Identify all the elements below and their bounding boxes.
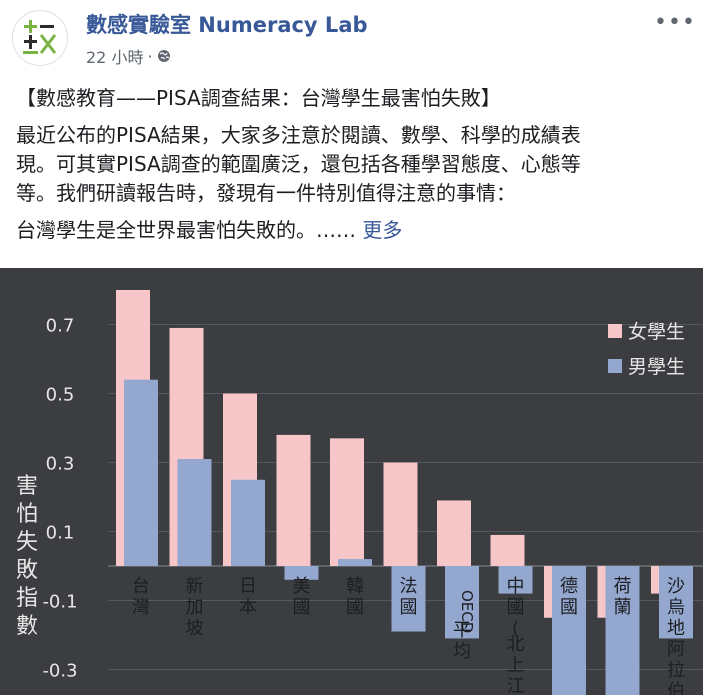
category-label: 德: [560, 576, 578, 597]
post-meta: 22 小時 ·: [86, 44, 171, 68]
y-axis-label-char: 害: [16, 474, 38, 499]
category-label: 新: [186, 576, 204, 597]
legend-swatch-female: [608, 324, 622, 338]
category-label: 均: [453, 641, 471, 662]
post-last-line: 台灣學生是全世界最害怕失敗的。…… 更多: [16, 216, 692, 245]
bar-female: [437, 500, 471, 566]
category-label: 本: [239, 597, 257, 618]
category-label: 北: [507, 634, 525, 655]
legend-swatch-male: [608, 359, 622, 373]
category-label: 蘭: [614, 597, 632, 618]
chart-image[interactable]: 0.7 0.5 0.3 0.1 -0.1 -0.3 害怕失敗指數台灣新加坡日本美國韓國法國 O…: [0, 268, 703, 699]
globe-icon: [157, 50, 170, 62]
category-label: 國: [293, 597, 311, 618]
y-tick-label: 0.7: [46, 316, 75, 337]
post-time[interactable]: 22 小時: [86, 48, 144, 67]
category-label: 伯: [667, 681, 685, 695]
see-more-link[interactable]: 更多: [362, 218, 403, 242]
page-name-link[interactable]: 數感實驗室 Numeracy Lab: [86, 13, 368, 37]
y-axis-label-char: 失: [16, 530, 38, 555]
category-label: 地: [667, 618, 685, 639]
category-label: 平: [453, 620, 471, 641]
y-tick-label: -0.1: [42, 592, 77, 613]
legend-label-male: 男學生: [628, 356, 685, 378]
bar-female: [383, 462, 418, 566]
y-axis-label-char: 怕: [16, 502, 38, 527]
y-axis-label-char: 數: [16, 614, 38, 639]
category-label: 荷: [614, 576, 632, 597]
category-label: 加: [186, 597, 204, 618]
category-label: 國: [507, 597, 525, 618]
bar-male: [498, 566, 533, 594]
category-label: 韓: [346, 576, 364, 597]
bar-male: [445, 566, 479, 639]
bar-male: [177, 459, 212, 566]
y-axis-label-char: 敗: [16, 558, 38, 583]
post-body-line: 現。可其實PISA調查的範圍廣泛，還包括各種學習態度、心態等: [16, 152, 581, 176]
bar-male: [284, 566, 319, 580]
category-label: 中: [507, 576, 525, 597]
bar-male: [391, 566, 426, 632]
category-label: (: [512, 618, 519, 639]
category-label: 阿: [667, 639, 685, 660]
bar-male: [231, 479, 265, 566]
category-label: 拉: [667, 660, 685, 681]
post-title: 【數感教育——PISA調查結果：台灣學生最害怕失敗】: [16, 86, 501, 110]
category-label: 國: [560, 597, 578, 618]
legend-label-female: 女學生: [628, 321, 685, 343]
y-tick-label: 0.5: [46, 385, 75, 406]
y-tick-label: -0.3: [42, 661, 77, 682]
category-label: 江: [507, 676, 525, 695]
category-label: 美: [293, 576, 311, 597]
numeracy-lab-logo-icon: [23, 20, 57, 54]
post-teaser: 台灣學生是全世界最害怕失敗的。……: [16, 218, 356, 242]
bar-female: [276, 434, 311, 566]
y-axis-label-char: 指: [16, 586, 38, 611]
post-body-line: 等。我們研讀報告時，發現有一件特別值得注意的事情：: [16, 181, 516, 205]
category-label: 灣: [132, 597, 150, 618]
category-label: 國: [400, 597, 418, 618]
category-label: 沙: [667, 576, 685, 597]
bar-male: [552, 566, 586, 699]
bar-male: [124, 379, 158, 566]
post-body-line: 最近公布的PISA結果，大家多注意於閱讀、數學、科學的成績表: [16, 123, 581, 147]
y-tick-label: 0.3: [46, 454, 75, 475]
category-label: 坡: [186, 618, 204, 639]
post-text: 【數感教育——PISA調查結果：台灣學生最害怕失敗】 最近公布的PISA結果，大…: [16, 84, 692, 253]
bar-male: [605, 566, 640, 699]
category-label: 台: [132, 576, 150, 597]
category-label: 日: [239, 576, 257, 597]
bar-male: [659, 566, 693, 639]
bar-female: [490, 534, 525, 566]
page-avatar[interactable]: [12, 10, 68, 66]
more-horizontal-icon: •••: [654, 9, 696, 35]
bar-female: [330, 438, 364, 566]
more-options-button[interactable]: •••: [654, 10, 695, 35]
category-label: OECD: [458, 590, 476, 633]
meta-separator: ·: [147, 46, 153, 66]
category-label: 法: [400, 576, 418, 597]
category-label: 國: [346, 597, 364, 618]
category-label: 烏: [667, 597, 685, 618]
y-tick-label: 0.1: [46, 523, 75, 544]
bar-male: [338, 559, 372, 566]
category-label: 上: [507, 655, 525, 676]
post-header: 數感實驗室 Numeracy Lab 22 小時 · •••: [0, 0, 703, 72]
post-body: 最近公布的PISA結果，大家多注意於閱讀、數學、科學的成績表 現。可其實PISA…: [16, 121, 692, 208]
